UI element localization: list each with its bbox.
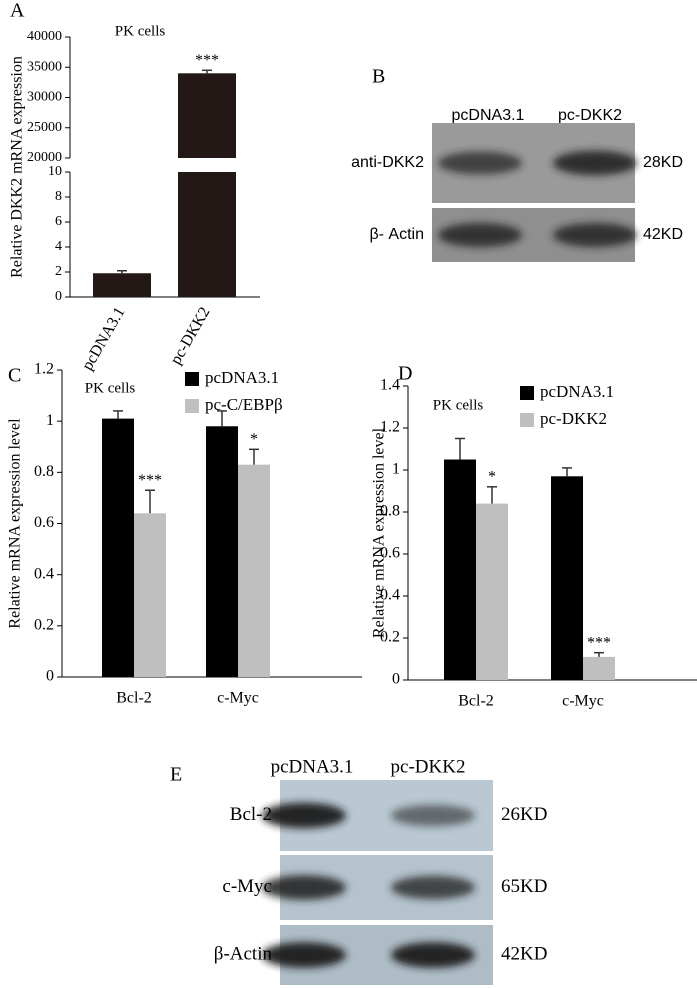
row-label: β-Actin <box>214 943 273 964</box>
significance-label: * <box>250 431 258 448</box>
panel-label: B <box>372 66 385 88</box>
lane-label: pcDNA3.1 <box>271 756 354 777</box>
y-tick-label: 0.4 <box>380 587 400 604</box>
y-tick-label: 8 <box>55 189 62 204</box>
y-tick-label: 0.6 <box>380 545 400 562</box>
y-tick-label: 0 <box>392 671 400 688</box>
legend-swatch <box>520 386 534 400</box>
y-tick-label: 30000 <box>27 90 62 105</box>
significance-label: *** <box>587 634 611 651</box>
y-tick-label: 40000 <box>27 29 62 44</box>
y-tick-label: 0.2 <box>34 617 54 634</box>
chart-subtitle: PK cells <box>85 380 136 396</box>
size-label: 65KD <box>501 876 547 897</box>
y-tick-label: 1.4 <box>380 377 400 394</box>
chart-subtitle: PK cells <box>115 23 166 39</box>
x-tick-label: c-Myc <box>562 693 604 710</box>
y-tick-label: 6 <box>55 214 62 229</box>
bar <box>476 503 508 680</box>
bar <box>551 476 583 680</box>
bar <box>102 418 134 677</box>
blot-band <box>391 875 475 900</box>
significance-label: * <box>488 468 496 485</box>
legend-label: pc-C/EBPβ <box>205 395 283 414</box>
blot-band <box>391 942 475 968</box>
y-tick-label: 0.8 <box>34 463 54 480</box>
blot-band <box>553 223 637 247</box>
y-tick-label: 35000 <box>27 59 62 74</box>
significance-label: *** <box>138 472 162 489</box>
bar <box>206 426 238 677</box>
blot-band <box>262 802 346 829</box>
row-label: β- Actin <box>369 226 424 243</box>
bar <box>134 513 166 677</box>
chart-subtitle: PK cells <box>433 397 484 413</box>
blot-band <box>438 151 522 175</box>
lane-label: pcDNA3.1 <box>452 107 525 124</box>
bar <box>444 459 476 680</box>
significance-label: *** <box>195 52 219 69</box>
panel-label: E <box>170 764 182 786</box>
x-tick-label: pc-DKK2 <box>167 304 213 367</box>
y-tick-label: 0.2 <box>380 629 400 646</box>
y-tick-label: 10 <box>48 164 62 179</box>
blot-band <box>262 875 346 900</box>
y-tick-label: 0.6 <box>34 514 54 531</box>
y-axis-label: Relative mRNA expression level <box>7 418 24 629</box>
blot-band <box>553 150 637 176</box>
panel-label: D <box>398 363 412 385</box>
y-axis-label: Relative mRNA expression level <box>371 427 388 638</box>
y-tick-label: 1.2 <box>34 361 54 378</box>
row-label: c-Myc <box>222 876 272 897</box>
blot-band <box>391 804 475 827</box>
panel-label: A <box>10 0 25 22</box>
bar <box>178 73 236 297</box>
bar <box>238 464 270 677</box>
legend-label: pcDNA3.1 <box>540 382 614 401</box>
row-label: anti-DKK2 <box>351 154 424 171</box>
blot-band <box>438 223 522 247</box>
y-tick-label: 2 <box>55 264 62 279</box>
legend-label: pc-DKK2 <box>540 409 607 428</box>
y-tick-label: 0.4 <box>34 565 54 582</box>
y-axis-label: Relative DKK2 mRNA expression <box>9 56 26 278</box>
y-tick-label: 1 <box>392 461 400 478</box>
blot-band <box>262 942 346 968</box>
x-tick-label: Bcl-2 <box>116 690 152 707</box>
y-tick-label: 1 <box>46 412 54 429</box>
row-label: Bcl-2 <box>230 804 272 825</box>
axis-break-gap <box>177 158 237 172</box>
y-tick-label: 4 <box>55 239 62 254</box>
y-tick-label: 0.8 <box>380 503 400 520</box>
panel-label: C <box>8 365 21 387</box>
x-tick-label: pcDNA3.1 <box>79 304 129 373</box>
y-tick-label: 25000 <box>27 120 62 135</box>
x-tick-label: c-Myc <box>217 690 259 707</box>
bar <box>93 273 151 297</box>
bar <box>583 656 615 680</box>
size-label: 42KD <box>501 943 547 964</box>
x-tick-label: Bcl-2 <box>458 693 494 710</box>
y-tick-label: 0 <box>55 289 62 304</box>
size-label: 28KD <box>643 154 683 171</box>
legend-swatch <box>185 372 199 386</box>
y-tick-label: 1.2 <box>380 419 400 436</box>
lane-label: pc-DKK2 <box>391 756 466 777</box>
legend-label: pcDNA3.1 <box>205 368 279 387</box>
legend-swatch <box>520 413 534 427</box>
legend-swatch <box>185 399 199 413</box>
y-tick-label: 20000 <box>27 150 62 165</box>
lane-label: pc-DKK2 <box>558 107 622 124</box>
y-tick-label: 0 <box>46 668 54 685</box>
size-label: 42KD <box>643 226 683 243</box>
size-label: 26KD <box>501 804 547 825</box>
